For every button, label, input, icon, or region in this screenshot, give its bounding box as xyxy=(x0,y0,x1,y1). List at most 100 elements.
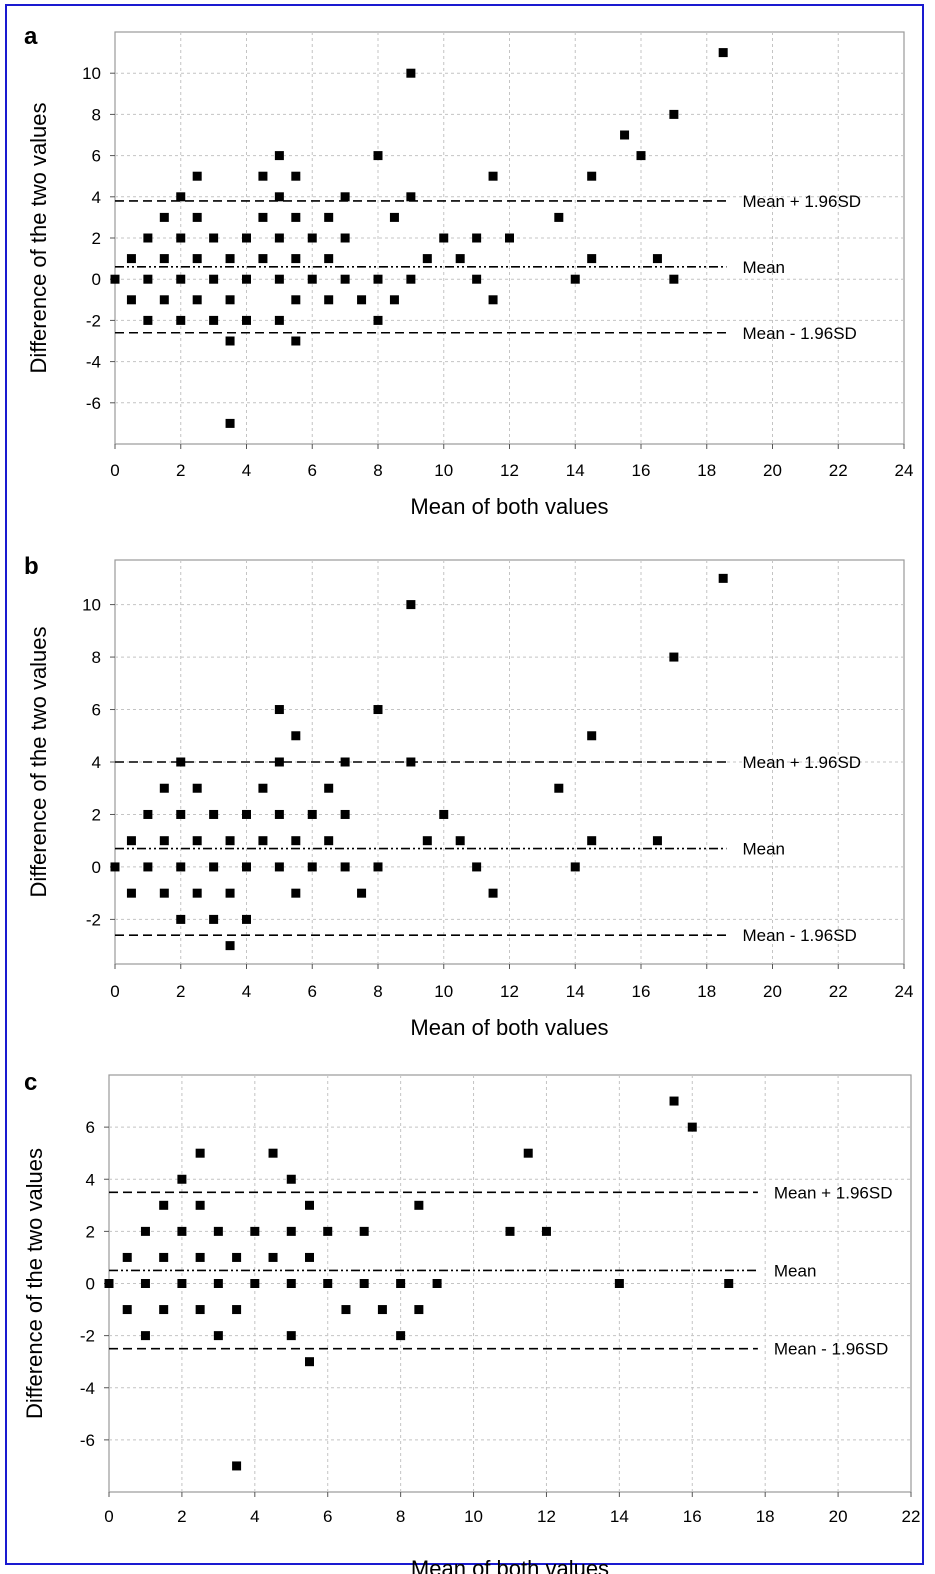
data-point xyxy=(225,295,235,305)
data-point xyxy=(159,783,169,793)
data-point xyxy=(274,192,284,202)
data-point xyxy=(140,1226,150,1236)
data-point xyxy=(159,1305,169,1315)
data-point xyxy=(225,336,235,346)
x-axis-title: Mean of both values xyxy=(410,494,608,519)
x-tick-label: 14 xyxy=(610,1507,629,1526)
y-tick-label: 4 xyxy=(92,188,101,207)
data-point xyxy=(242,274,251,284)
data-point xyxy=(541,1226,551,1236)
panel-letter: c xyxy=(24,1069,37,1096)
data-point xyxy=(232,1461,242,1471)
data-point xyxy=(488,295,498,305)
reference-line-label: Mean xyxy=(742,258,785,277)
x-tick-label: 10 xyxy=(464,1507,483,1526)
y-tick-label: 4 xyxy=(86,1170,95,1189)
data-point xyxy=(232,1252,242,1262)
data-point xyxy=(209,862,219,872)
reference-line-label: Mean + 1.96SD xyxy=(742,192,861,211)
reference-line-label: Mean - 1.96SD xyxy=(742,324,856,343)
x-tick-label: 14 xyxy=(566,982,585,1001)
x-tick-label: 20 xyxy=(763,461,782,480)
x-tick-label: 4 xyxy=(242,461,251,480)
x-tick-label: 4 xyxy=(250,1507,259,1526)
data-point xyxy=(291,836,301,846)
x-tick-label: 22 xyxy=(829,461,848,480)
data-point xyxy=(432,1279,442,1288)
data-point xyxy=(110,274,120,284)
data-point xyxy=(669,109,679,119)
data-point xyxy=(636,151,646,161)
data-point xyxy=(159,836,169,846)
data-point xyxy=(143,809,153,819)
data-point xyxy=(177,1279,187,1288)
x-tick-label: 6 xyxy=(308,982,317,1001)
data-point xyxy=(143,315,153,325)
data-point xyxy=(389,212,399,222)
data-point xyxy=(439,233,449,243)
y-tick-label: -2 xyxy=(80,1327,95,1346)
data-point xyxy=(396,1279,406,1288)
x-axis-title: Mean of both values xyxy=(410,1015,608,1040)
y-tick-label: -6 xyxy=(80,1431,95,1450)
data-point xyxy=(340,757,350,767)
data-point xyxy=(225,941,235,951)
y-tick-label: -2 xyxy=(86,311,101,330)
data-point xyxy=(143,862,153,872)
x-tick-label: 2 xyxy=(176,982,185,1001)
x-tick-label: 0 xyxy=(110,982,119,1001)
chart-panel-c: c 0 2 4 6 8 10 12 14 16 18 20 22 -6 -4 -2 0 2 4 6 Mean + 1.9… xyxy=(22,1069,920,1574)
x-tick-label: 22 xyxy=(829,982,848,1001)
data-point xyxy=(455,836,465,846)
data-point xyxy=(488,171,498,181)
data-point xyxy=(126,254,136,264)
y-tick-label: -2 xyxy=(86,910,101,929)
data-point xyxy=(340,192,350,202)
data-point xyxy=(406,600,416,610)
data-point xyxy=(242,233,251,243)
x-tick-label: 2 xyxy=(177,1507,186,1526)
y-tick-label: 6 xyxy=(92,701,101,720)
x-tick-label: 6 xyxy=(308,461,317,480)
data-point xyxy=(159,254,169,264)
x-tick-label: 0 xyxy=(104,1507,113,1526)
data-point xyxy=(357,295,367,305)
data-point xyxy=(323,1226,333,1236)
data-point xyxy=(274,862,284,872)
data-point xyxy=(159,1200,169,1210)
data-point xyxy=(242,914,251,924)
data-point xyxy=(422,836,432,846)
x-tick-label: 10 xyxy=(434,461,453,480)
data-point xyxy=(159,212,169,222)
data-point xyxy=(258,836,268,846)
x-tick-label: 12 xyxy=(500,461,519,480)
data-point xyxy=(340,809,350,819)
y-tick-label: -6 xyxy=(86,394,101,413)
data-point xyxy=(406,192,416,202)
data-point xyxy=(291,888,301,898)
data-point xyxy=(195,1148,205,1158)
y-tick-label: 2 xyxy=(92,229,101,248)
data-point xyxy=(323,1279,333,1288)
x-tick-label: 18 xyxy=(756,1507,775,1526)
data-point xyxy=(359,1226,369,1236)
data-point xyxy=(307,862,317,872)
data-point xyxy=(176,862,186,872)
data-point xyxy=(307,809,317,819)
data-point xyxy=(140,1331,150,1341)
data-point xyxy=(373,274,383,284)
data-point xyxy=(143,233,153,243)
data-point xyxy=(195,1200,205,1210)
data-point xyxy=(373,862,383,872)
data-point xyxy=(324,836,334,846)
data-point xyxy=(472,862,482,872)
data-point xyxy=(324,212,334,222)
data-point xyxy=(192,783,202,793)
data-point xyxy=(359,1279,369,1288)
data-point xyxy=(505,233,514,243)
x-tick-label: 6 xyxy=(323,1507,332,1526)
reference-line-label: Mean xyxy=(774,1261,817,1280)
data-point xyxy=(439,809,449,819)
data-point xyxy=(209,233,219,243)
